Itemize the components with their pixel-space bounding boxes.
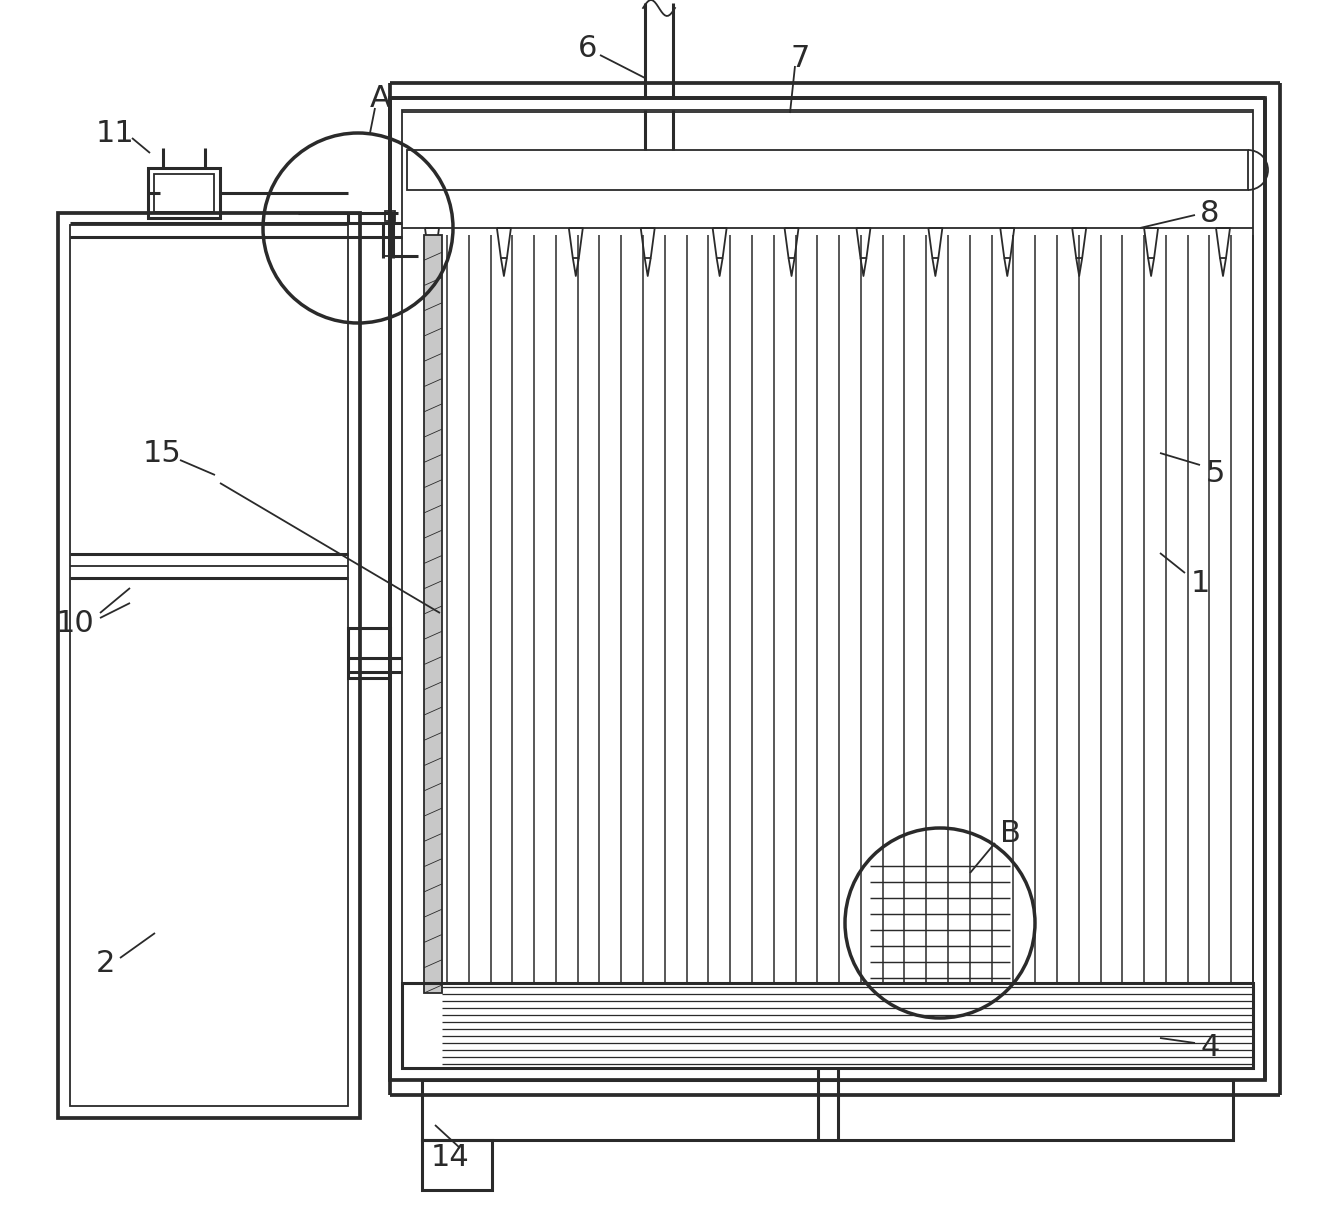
Bar: [422, 1140, 492, 1190]
Text: 8: 8: [1200, 199, 1220, 228]
Text: A: A: [370, 84, 391, 113]
Text: 2: 2: [96, 949, 114, 978]
Text: 15: 15: [142, 439, 181, 467]
Bar: [407, 150, 1248, 190]
Text: 5: 5: [1205, 459, 1225, 488]
Text: 1: 1: [1190, 569, 1210, 598]
Text: 14: 14: [431, 1144, 469, 1173]
Bar: [148, 167, 219, 218]
Bar: [402, 983, 1253, 1067]
Text: 11: 11: [96, 119, 134, 148]
Bar: [154, 173, 214, 212]
Text: B: B: [1000, 819, 1020, 848]
Bar: [59, 213, 360, 1118]
Bar: [348, 628, 390, 678]
Bar: [70, 224, 348, 1106]
Text: 10: 10: [56, 609, 94, 638]
Text: 4: 4: [1200, 1033, 1220, 1063]
Bar: [384, 211, 395, 221]
Text: 7: 7: [790, 44, 810, 73]
Bar: [422, 1080, 1233, 1140]
Text: 6: 6: [579, 34, 597, 63]
Bar: [390, 98, 1265, 1080]
Bar: [402, 110, 1253, 1067]
Bar: [424, 235, 442, 993]
